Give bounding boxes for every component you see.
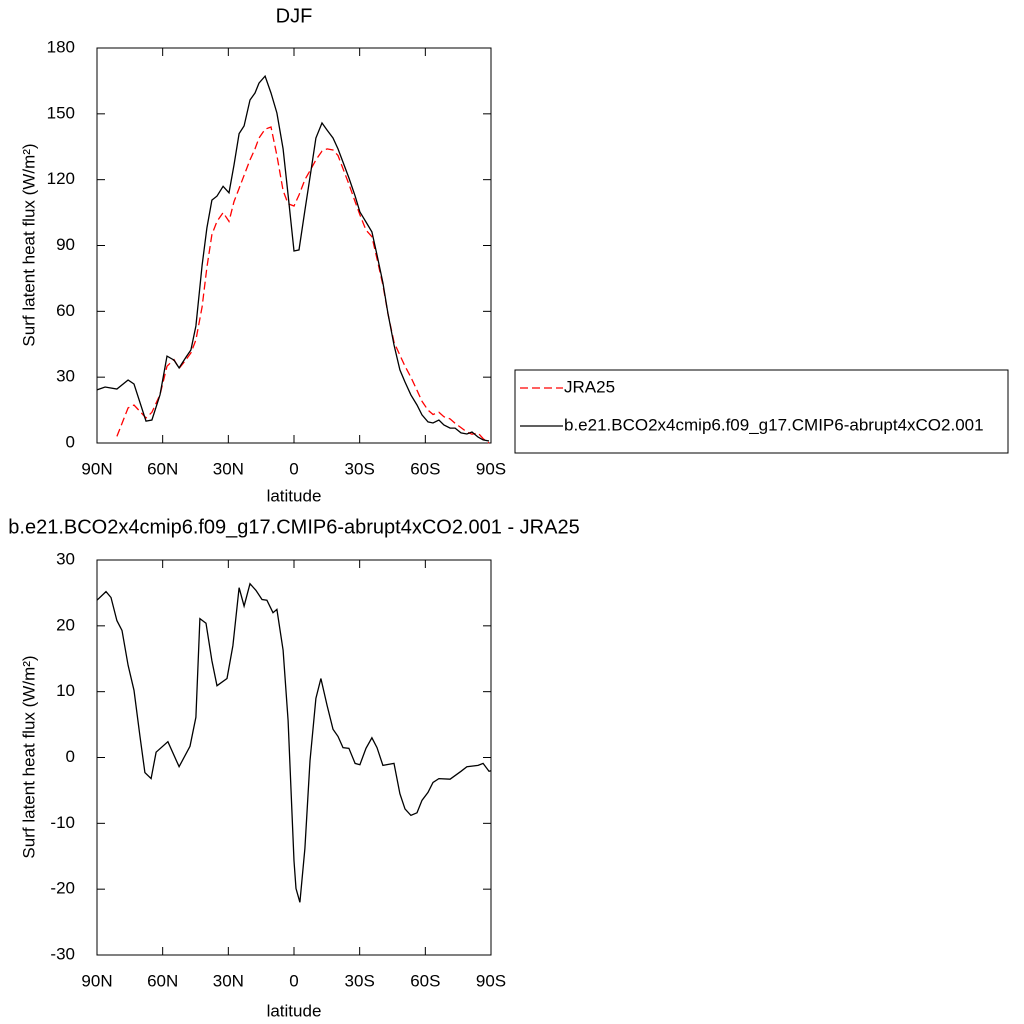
- chart-title: b.e21.BCO2x4cmip6.f09_g17.CMIP6-abrupt4x…: [8, 516, 579, 538]
- data-line: [96, 582, 492, 903]
- x-tick-label: 0: [289, 971, 298, 990]
- x-tick-label: 30N: [213, 459, 244, 478]
- x-tick-label: 90N: [81, 971, 112, 990]
- y-tick-label: 90: [56, 235, 75, 254]
- x-tick-label: 60S: [410, 459, 440, 478]
- legend-label: b.e21.BCO2x4cmip6.f09_g17.CMIP6-abrupt4x…: [564, 415, 984, 434]
- x-tick-label: 30S: [345, 459, 375, 478]
- y-axis-label: Surf latent heat flux (W/m²): [19, 655, 38, 858]
- y-tick-label: 30: [56, 549, 75, 568]
- y-tick-label: 60: [56, 301, 75, 320]
- chart-title: DJF: [276, 5, 313, 27]
- y-tick-label: 20: [56, 615, 75, 634]
- y-tick-label: -30: [50, 944, 75, 963]
- y-tick-label: -10: [50, 813, 75, 832]
- y-tick-label: 10: [56, 681, 75, 700]
- y-tick-label: 180: [47, 37, 75, 56]
- x-tick-label: 60N: [147, 459, 178, 478]
- x-tick-label: 30S: [345, 971, 375, 990]
- x-tick-label: 90S: [476, 459, 506, 478]
- y-tick-label: 30: [56, 367, 75, 386]
- y-tick-label: 0: [66, 747, 75, 766]
- y-tick-label: 0: [66, 432, 75, 451]
- x-tick-label: 0: [289, 459, 298, 478]
- y-axis-label: Surf latent heat flux (W/m²): [19, 143, 38, 346]
- legend-box: [514, 369, 1009, 454]
- y-tick-label: 150: [47, 103, 75, 122]
- x-tick-label: 60S: [410, 971, 440, 990]
- x-axis-label: latitude: [267, 486, 322, 505]
- x-axis-label: latitude: [267, 1001, 322, 1020]
- y-tick-label: -20: [50, 879, 75, 898]
- legend-label: JRA25: [564, 377, 615, 396]
- data-line: [96, 74, 490, 442]
- y-tick-label: 120: [47, 169, 75, 188]
- x-tick-label: 30N: [213, 971, 244, 990]
- x-tick-label: 90N: [81, 459, 112, 478]
- data-line: [116, 126, 490, 444]
- plot-frame: [96, 559, 492, 956]
- x-tick-label: 60N: [147, 971, 178, 990]
- x-tick-label: 90S: [476, 971, 506, 990]
